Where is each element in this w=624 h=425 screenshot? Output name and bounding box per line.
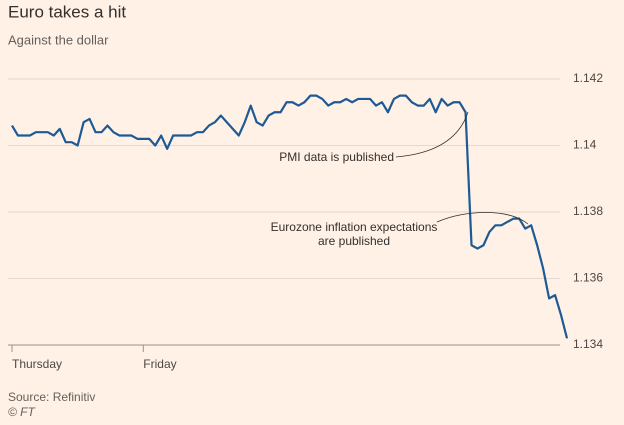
annotation: are published — [318, 234, 390, 248]
y-tick-label: 1.14 — [573, 138, 597, 152]
chart-title: Euro takes a hit — [8, 2, 126, 21]
annotation-connector — [395, 111, 469, 158]
source: Source: Refinitiv — [8, 390, 95, 404]
y-tick-label: 1.134 — [573, 337, 603, 351]
annotation: PMI data is published — [279, 150, 394, 164]
annotation-connector — [436, 212, 529, 225]
y-tick-label: 1.138 — [573, 204, 603, 218]
credit: © FT — [8, 405, 37, 419]
y-tick-label: 1.136 — [573, 271, 603, 285]
x-tick-label: Friday — [143, 357, 176, 371]
series-line — [11, 94, 569, 339]
annotation: Eurozone inflation expectations — [271, 220, 438, 234]
x-tick-label: Thursday — [12, 357, 62, 371]
chart-subtitle: Against the dollar — [8, 32, 109, 47]
y-tick-label: 1.142 — [573, 71, 603, 85]
